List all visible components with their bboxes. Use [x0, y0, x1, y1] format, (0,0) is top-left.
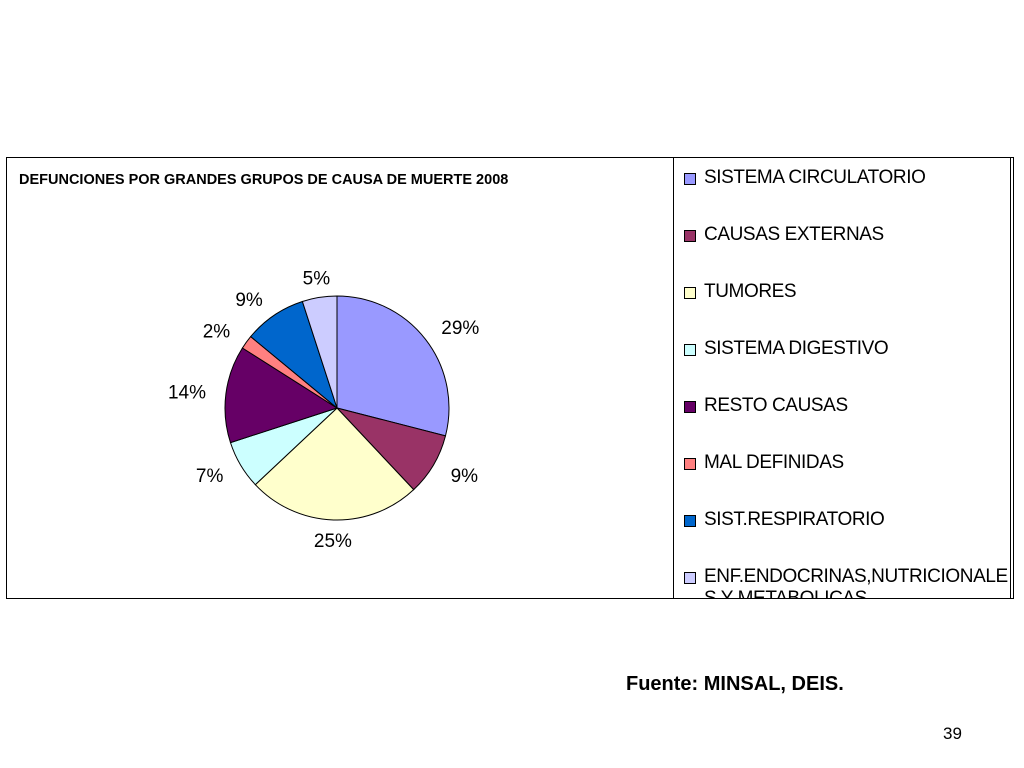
legend-item: MAL DEFINIDAS — [684, 452, 1010, 474]
legend-swatch — [684, 344, 696, 356]
slice-data-label: 7% — [196, 466, 224, 487]
legend-label: TUMORES — [704, 281, 797, 302]
legend-label: SIST.RESPIRATORIO — [704, 509, 885, 530]
legend-item: SIST.RESPIRATORIO — [684, 509, 1010, 531]
legend-label: RESTO CAUSAS — [704, 395, 848, 416]
chart-frame: DEFUNCIONES POR GRANDES GRUPOS DE CAUSA … — [6, 157, 1014, 599]
legend-swatch — [684, 515, 696, 527]
slice-data-label: 14% — [168, 383, 206, 404]
legend-swatch — [684, 401, 696, 413]
page-number: 39 — [943, 724, 962, 743]
pie-slice — [336, 295, 450, 437]
legend-label: SISTEMA DIGESTIVO — [704, 338, 889, 359]
chart-title: DEFUNCIONES POR GRANDES GRUPOS DE CAUSA … — [19, 172, 509, 188]
legend-label: CAUSAS EXTERNAS — [704, 224, 884, 245]
slice-data-label: 25% — [314, 531, 352, 552]
legend-swatch — [684, 458, 696, 470]
slice-data-label: 29% — [441, 318, 479, 339]
pie-slice — [254, 407, 415, 521]
legend-item: SISTEMA CIRCULATORIO — [684, 167, 1010, 189]
slice-data-label: 9% — [451, 466, 479, 487]
legend-swatch — [684, 230, 696, 242]
slice-data-label: 2% — [203, 321, 231, 342]
legend-item: CAUSAS EXTERNAS — [684, 224, 1010, 246]
source-note: Fuente: MINSAL, DEIS. — [626, 673, 844, 695]
legend-label: ENF.ENDOCRINAS,NUTRICIONALES Y METABOLIC… — [704, 566, 1008, 599]
pie-chart: 29%9%25%7%14%2%9%5% — [168, 269, 479, 552]
pie-slice — [224, 347, 339, 444]
legend-item: RESTO CAUSAS — [684, 395, 1010, 417]
slice-data-label: 9% — [235, 290, 263, 311]
legend-swatch — [684, 572, 696, 584]
legend-item: TUMORES — [684, 281, 1010, 303]
legend-item: SISTEMA DIGESTIVO — [684, 338, 1010, 360]
legend-swatch — [684, 287, 696, 299]
legend-swatch — [684, 173, 696, 185]
legend-item: ENF.ENDOCRINAS,NUTRICIONALES Y METABOLIC… — [684, 566, 1010, 599]
legend-label: MAL DEFINIDAS — [704, 452, 844, 473]
slice-data-label: 5% — [303, 269, 331, 290]
legend-label: SISTEMA CIRCULATORIO — [704, 167, 926, 188]
pie-slice — [301, 295, 338, 409]
chart-legend: SISTEMA CIRCULATORIO CAUSAS EXTERNAS TUMOR… — [673, 158, 1011, 599]
